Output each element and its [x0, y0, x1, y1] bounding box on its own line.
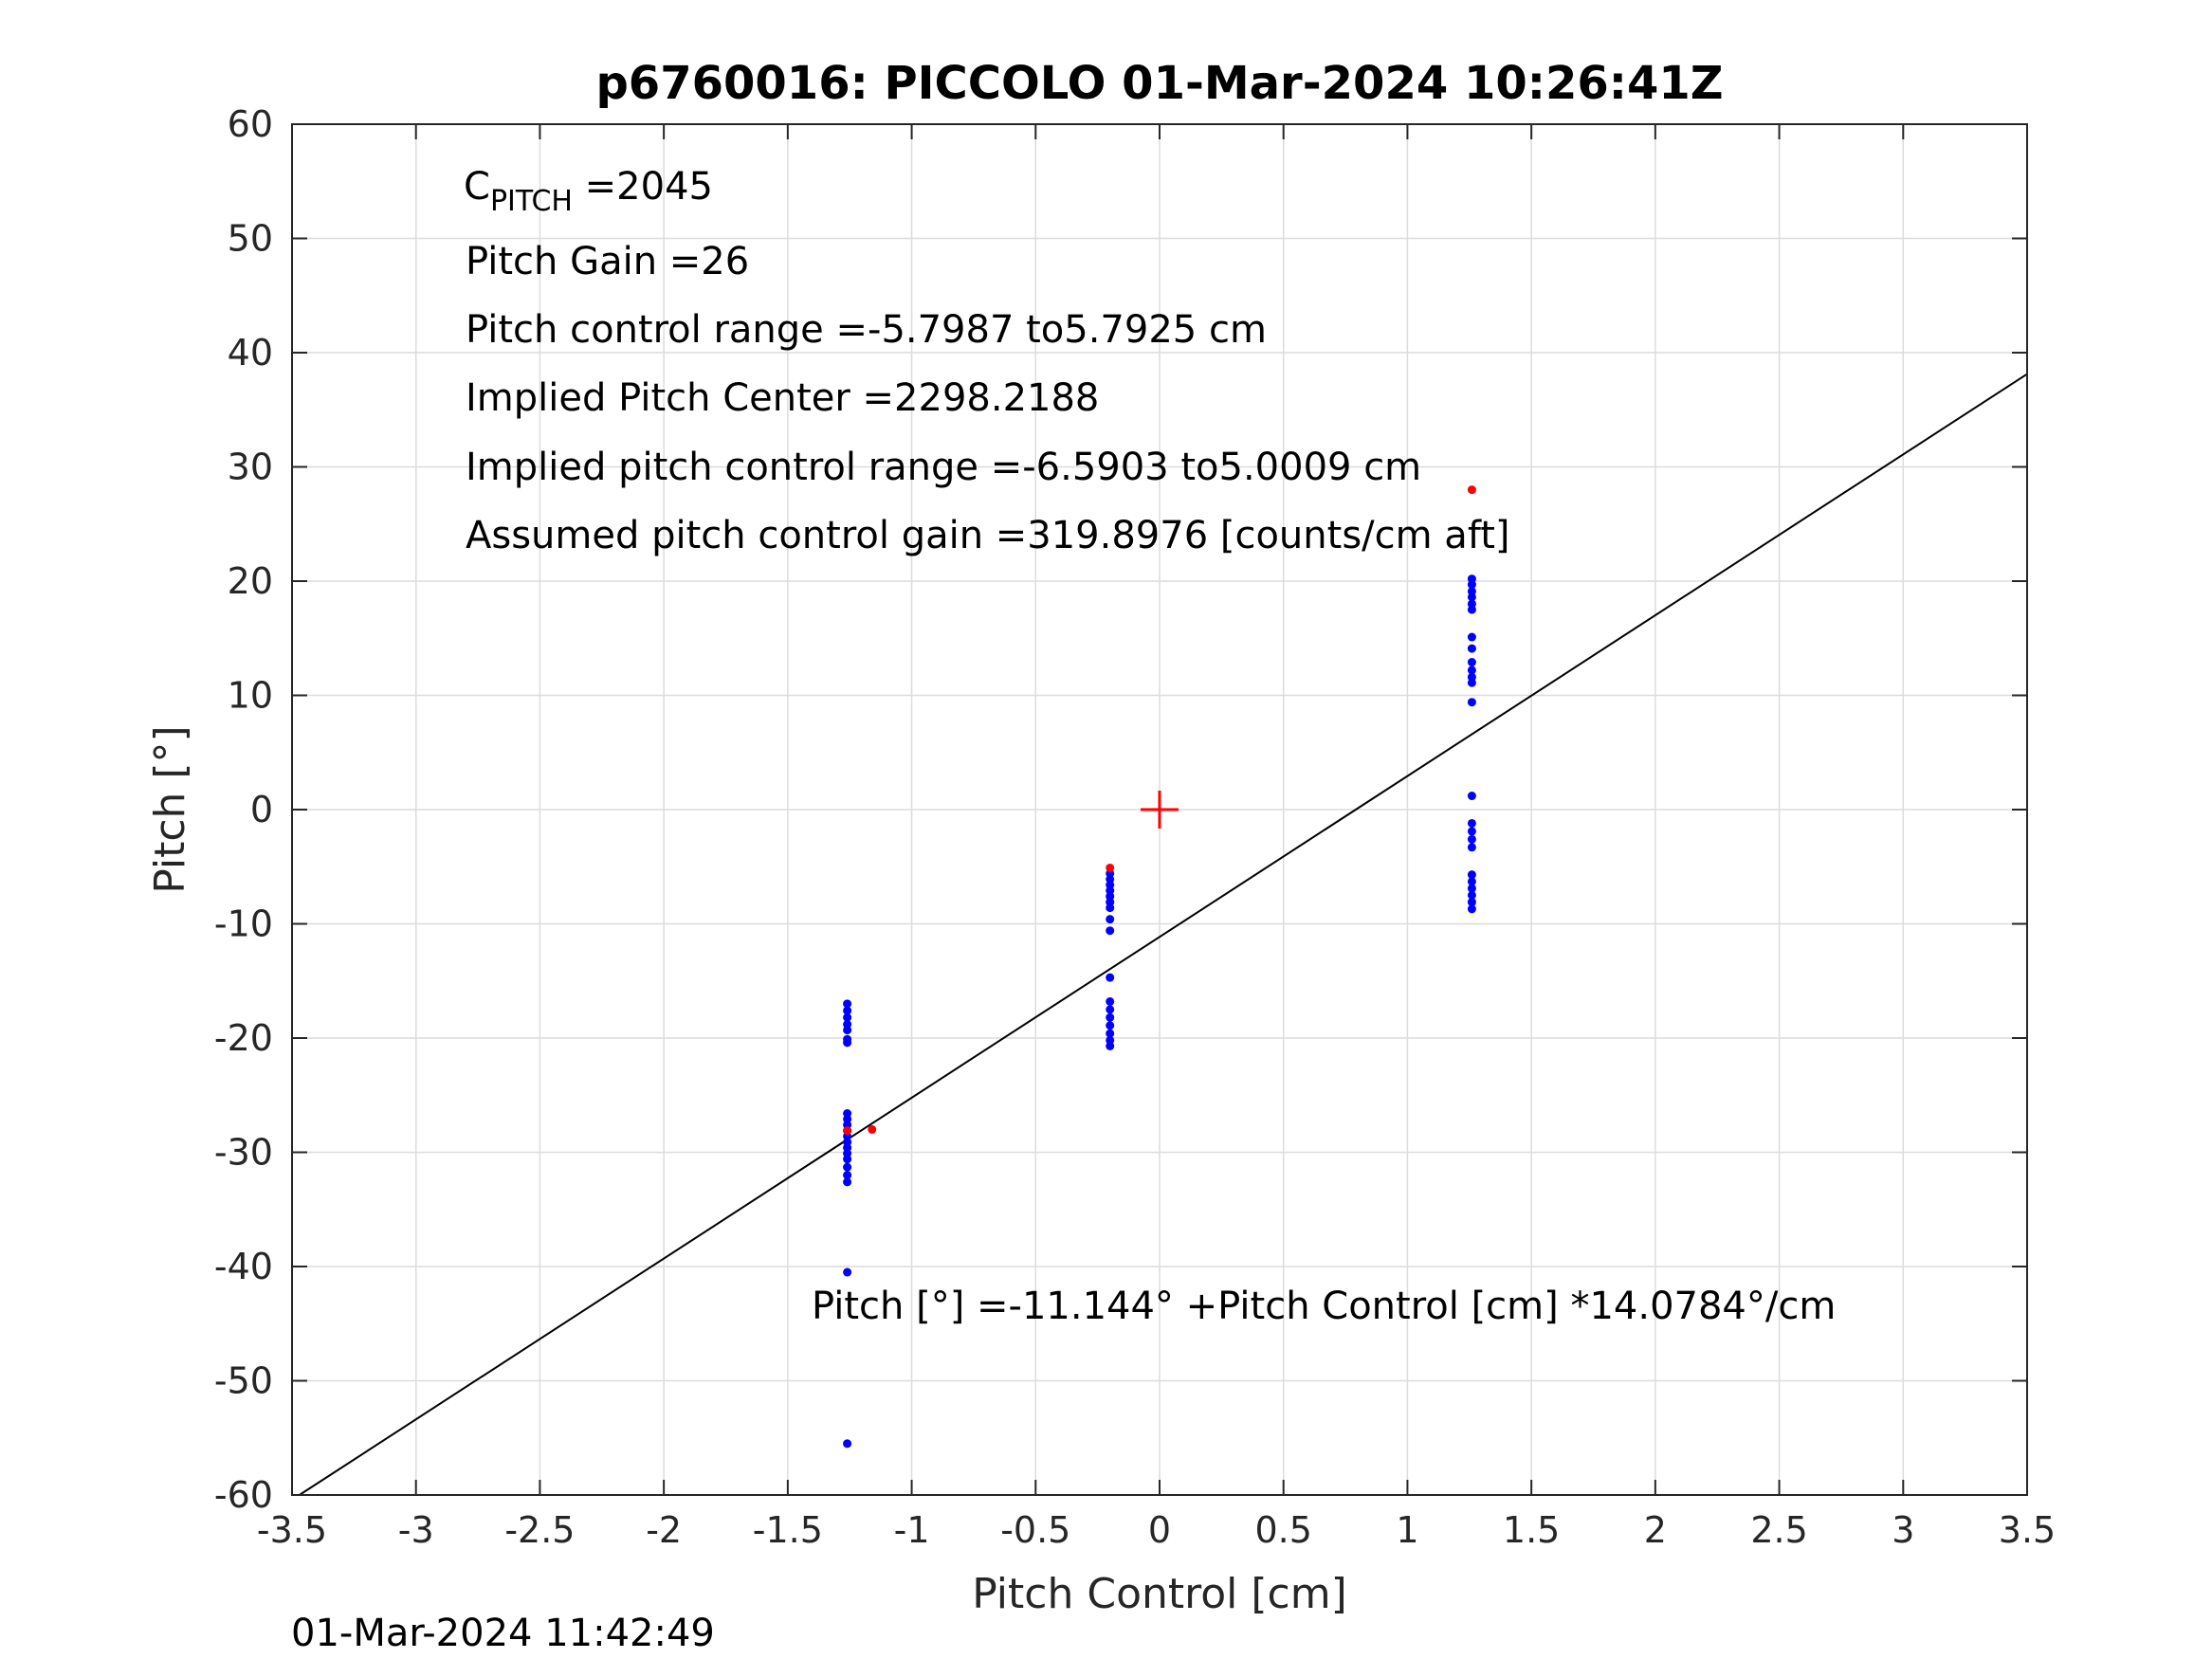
data-point	[1467, 792, 1476, 801]
data-point	[1467, 485, 1476, 495]
x-tick-label: -3.5	[257, 1509, 327, 1551]
data-point	[1106, 903, 1115, 913]
y-tick-label: 0	[250, 789, 273, 830]
data-point	[1467, 834, 1476, 844]
x-tick-label: -2.5	[504, 1509, 575, 1551]
data-point	[1106, 996, 1115, 1006]
y-tick-label: -10	[214, 903, 273, 945]
x-tick-labels: -3.5 -3 -2.5 -2 -1.5 -1 -0.5 0 0.5 1 1.5 2 2.5 3 3.5	[257, 1509, 2056, 1551]
y-tick-label: 60	[228, 103, 273, 145]
x-tick-label: 0.5	[1254, 1509, 1311, 1551]
y-tick-label: 50	[228, 218, 273, 260]
y-axis-label: Pitch [°]	[146, 725, 194, 893]
implied-range-annotation: Implied pitch control range =-6.5903 to5…	[466, 446, 1421, 489]
data-point	[1106, 1012, 1115, 1022]
data-point	[843, 1012, 852, 1022]
data-point	[1467, 632, 1476, 642]
pitch-gain-annotation: Pitch Gain =26	[466, 240, 749, 283]
y-tick-label: 20	[228, 560, 273, 602]
data-point	[1467, 904, 1476, 914]
center-marker	[1141, 791, 1179, 829]
data-point	[1467, 605, 1476, 614]
data-point	[843, 1267, 852, 1277]
x-tick-label: -2	[646, 1509, 682, 1551]
data-point	[1467, 890, 1476, 900]
data-point	[1467, 884, 1476, 893]
cpitch-value: =2045	[573, 165, 713, 209]
data-point	[843, 1155, 852, 1164]
data-point	[843, 1439, 852, 1449]
data-point	[1467, 580, 1476, 590]
data-point	[843, 1026, 852, 1035]
data-point	[1106, 973, 1115, 982]
assumed-gain-annotation: Assumed pitch control gain =319.8976 [co…	[466, 514, 1509, 557]
data-point	[1467, 665, 1476, 675]
fit-line	[299, 373, 2028, 1496]
x-tick-label: 3.5	[1999, 1509, 2056, 1551]
chart-title: p6760016: PICCOLO 01-Mar-2024 10:26:41Z	[595, 57, 1723, 110]
data-point	[1106, 926, 1115, 936]
data-point	[1467, 870, 1476, 880]
x-axis-label: Pitch Control [cm]	[972, 1570, 1347, 1618]
data-point	[1467, 644, 1476, 653]
data-point	[1467, 678, 1476, 687]
x-tick-label: 2.5	[1750, 1509, 1807, 1551]
x-tick-label: 1	[1396, 1509, 1418, 1551]
data-point	[1467, 827, 1476, 836]
x-tick-label: 0	[1148, 1509, 1171, 1551]
data-point	[1467, 658, 1476, 667]
data-point	[868, 1124, 877, 1134]
data-point	[1106, 863, 1115, 872]
data-point	[843, 999, 852, 1009]
data-point	[1106, 1005, 1115, 1014]
x-tick-label: -1	[894, 1509, 930, 1551]
data-point	[843, 1126, 852, 1136]
data-points	[843, 485, 1476, 1449]
x-tick-label: 2	[1644, 1509, 1667, 1551]
cpitch-annotation: CPITCH =2045	[464, 165, 713, 218]
y-tick-label: -20	[214, 1017, 273, 1059]
cpitch-subscript: PITCH	[490, 185, 573, 218]
y-tick-label: 30	[228, 447, 273, 488]
data-point	[843, 1038, 852, 1048]
control-range-annotation: Pitch control range =-5.7987 to5.7925 cm	[466, 308, 1267, 352]
y-tick-labels: -60 -50 -40 -30 -20 -10 0 10 20 30 40 50 60	[214, 103, 273, 1516]
y-tick-label: 40	[228, 332, 273, 374]
tick-marks	[291, 123, 2028, 1496]
data-point	[1467, 592, 1476, 602]
y-tick-label: -60	[214, 1474, 273, 1516]
data-point	[843, 1177, 852, 1187]
data-point	[1106, 1029, 1115, 1038]
data-point	[1106, 1021, 1115, 1030]
y-tick-label: -50	[214, 1360, 273, 1402]
x-tick-label: 1.5	[1503, 1509, 1560, 1551]
data-point	[1467, 818, 1476, 828]
x-tick-label: -0.5	[1000, 1509, 1070, 1551]
fit-equation-annotation: Pitch [°] =-11.144° +Pitch Control [cm] …	[812, 1285, 1836, 1328]
data-point	[1467, 843, 1476, 852]
y-tick-label: -40	[214, 1246, 273, 1287]
plot-frame	[291, 123, 2028, 1496]
data-point	[1467, 698, 1476, 707]
implied-center-annotation: Implied Pitch Center =2298.2188	[466, 376, 1099, 420]
y-tick-label: 10	[228, 675, 273, 717]
x-tick-label: -1.5	[753, 1509, 823, 1551]
fit-line-group	[299, 373, 2028, 1496]
x-tick-label: 3	[1892, 1509, 1914, 1551]
data-point	[1467, 898, 1476, 907]
data-point	[1106, 1041, 1115, 1050]
data-point	[843, 1162, 852, 1172]
timestamp: 01-Mar-2024 11:42:49	[291, 1612, 715, 1655]
y-tick-label: -30	[214, 1132, 273, 1174]
data-point	[1467, 877, 1476, 886]
cpitch-symbol: C	[464, 165, 490, 209]
data-point	[843, 1171, 852, 1180]
x-tick-label: -3	[398, 1509, 434, 1551]
data-point	[843, 1006, 852, 1015]
data-point	[1106, 915, 1115, 924]
